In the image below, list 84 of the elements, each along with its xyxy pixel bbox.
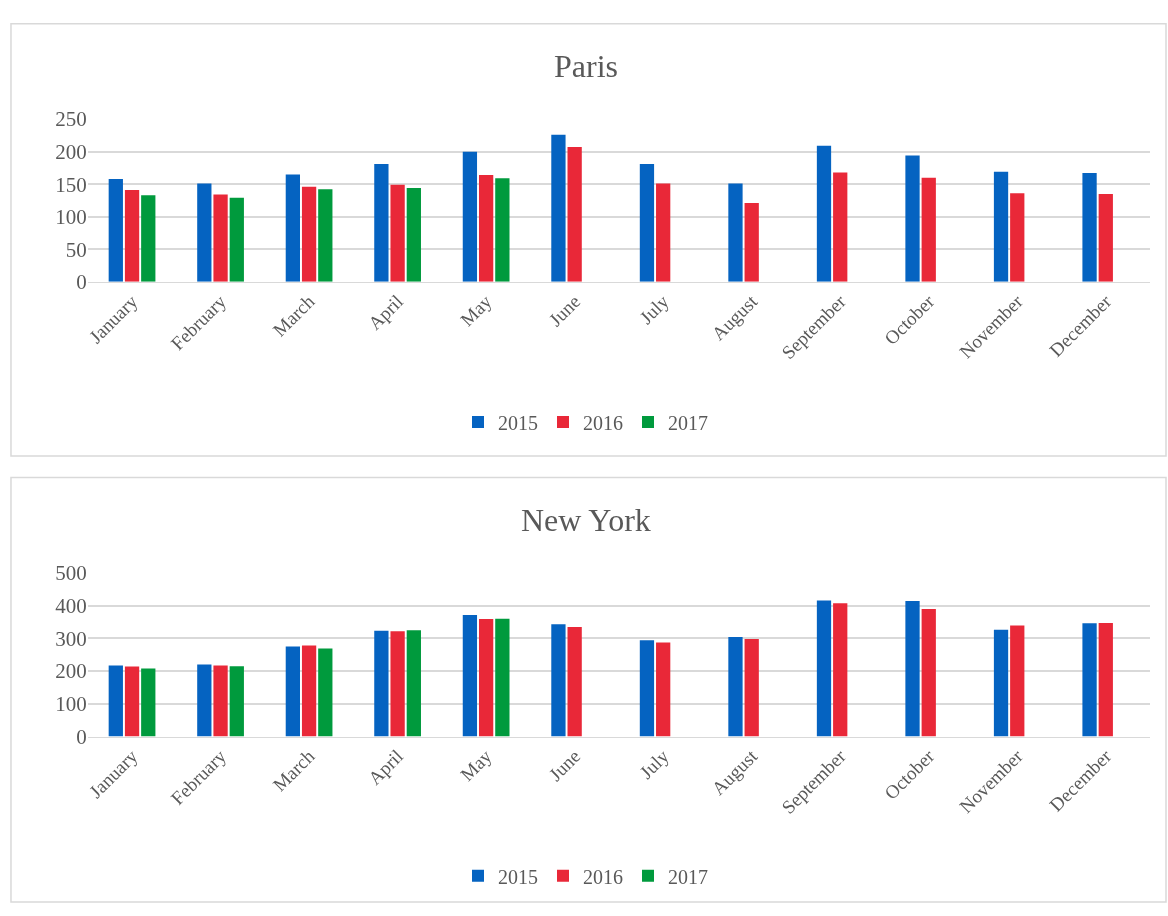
bar [1082, 623, 1097, 737]
bar [478, 619, 494, 737]
x-tick-label: June [544, 290, 585, 331]
bar [374, 164, 389, 282]
bar [833, 172, 848, 282]
y-tick-label: 200 [55, 139, 87, 164]
bar [551, 134, 566, 282]
legend-label: 2015 [498, 865, 538, 888]
bar [921, 177, 936, 282]
bar [285, 646, 300, 737]
x-tick-label: July [635, 745, 674, 783]
bar [406, 630, 421, 737]
bar [108, 665, 123, 737]
legend-label: 2016 [583, 865, 623, 888]
bar [1010, 625, 1025, 737]
bar [656, 642, 671, 737]
bar [993, 629, 1009, 737]
bar [905, 601, 920, 737]
bar [1010, 193, 1025, 282]
bar [318, 648, 333, 737]
x-tick-label: July [635, 290, 674, 328]
bar [108, 178, 123, 282]
bar [495, 618, 510, 737]
chart-title: New York [521, 502, 651, 538]
chart-title: Paris [554, 48, 618, 84]
y-tick-label: 200 [55, 659, 87, 684]
x-tick-label: May [456, 745, 497, 785]
bar [567, 147, 582, 282]
bar [567, 626, 582, 737]
y-tick-label: 250 [55, 107, 87, 132]
bar [197, 183, 212, 282]
bar [141, 195, 156, 282]
y-tick-label: 0 [76, 270, 87, 295]
bar [728, 637, 743, 737]
bar [1098, 622, 1113, 737]
bar [229, 666, 244, 737]
bar [1098, 193, 1113, 282]
y-tick-label: 500 [55, 561, 87, 586]
bar [229, 197, 244, 282]
bar [213, 665, 228, 737]
bar [478, 175, 494, 282]
bar [197, 664, 212, 737]
bar [833, 603, 848, 737]
y-tick-label: 400 [55, 593, 87, 618]
bar [816, 600, 832, 737]
bar [744, 639, 759, 737]
bar [374, 630, 389, 737]
y-tick-label: 100 [55, 692, 87, 717]
y-tick-label: 300 [55, 626, 87, 651]
x-tick-label: May [456, 290, 497, 331]
bar [639, 640, 655, 737]
bar [462, 151, 478, 282]
bar [285, 174, 300, 282]
y-tick-label: 50 [65, 237, 87, 262]
y-tick-label: 0 [76, 724, 87, 749]
bar [318, 189, 333, 282]
bar [656, 183, 671, 282]
bar [816, 145, 832, 282]
bar [462, 615, 478, 737]
bar [551, 624, 566, 737]
bar [124, 666, 140, 737]
y-tick-label: 100 [55, 205, 87, 230]
bar [124, 190, 140, 282]
bar [639, 164, 655, 282]
bar [213, 194, 228, 282]
bar [921, 608, 936, 737]
bar [495, 178, 510, 282]
bar [993, 171, 1009, 282]
y-tick-label: 150 [55, 172, 87, 197]
legend-label: 2015 [498, 411, 538, 434]
legend-label: 2017 [668, 411, 708, 434]
bar [301, 186, 317, 282]
bar [406, 188, 421, 282]
bar [301, 645, 317, 737]
bar [141, 668, 156, 737]
legend-label: 2017 [668, 865, 708, 888]
x-tick-label: June [544, 745, 585, 785]
legend-label: 2016 [583, 411, 623, 434]
bar [744, 203, 759, 282]
bar [905, 155, 920, 282]
bar [1082, 173, 1097, 282]
bar [728, 183, 743, 282]
bar [390, 631, 405, 737]
bar [390, 184, 405, 282]
